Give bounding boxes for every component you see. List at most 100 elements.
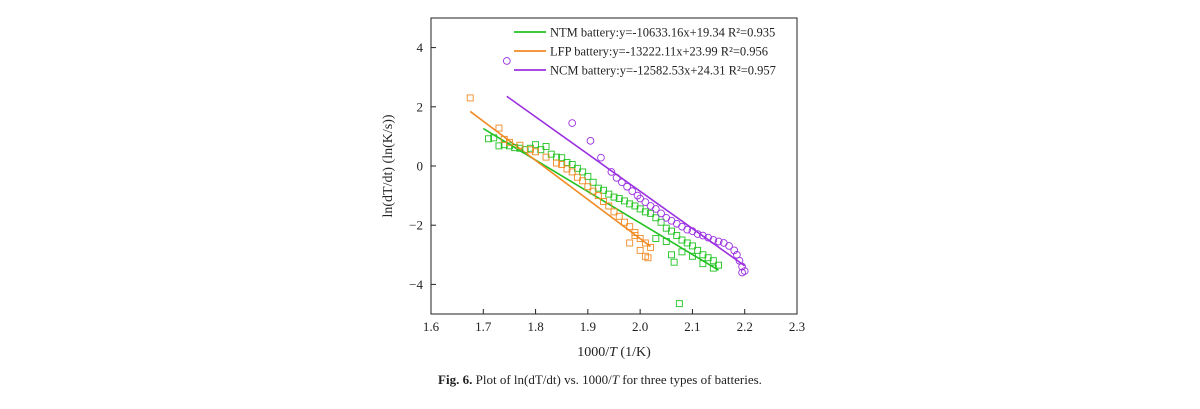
point-ntm (709, 264, 717, 272)
point-ncm (646, 202, 655, 210)
point-ntm (589, 178, 597, 186)
point-ntm (657, 218, 665, 226)
point-ncm (672, 219, 681, 228)
y-tick-label: 2 (417, 99, 424, 114)
point-ntm (542, 143, 550, 150)
point-ntm (647, 209, 655, 217)
point-ncm (651, 205, 660, 213)
point-ntm (600, 186, 607, 194)
point-ntm (668, 227, 675, 235)
point-lfp (532, 148, 540, 156)
point-ncm (617, 178, 626, 187)
point-ncm (628, 187, 637, 196)
point-lfp (647, 243, 655, 251)
x-tick-label: 2.1 (684, 319, 700, 334)
point-lfp (505, 138, 513, 146)
point-ntm (699, 260, 707, 268)
point-ncm (704, 233, 712, 242)
point-lfp (526, 146, 534, 154)
x-tick-label: 1.8 (527, 319, 543, 334)
data-points (466, 57, 749, 308)
y-tick-label: 4 (417, 40, 424, 55)
point-lfp (610, 208, 618, 216)
point-lfp (553, 159, 560, 167)
point-lfp (579, 177, 587, 185)
x-tick-label: 2.2 (737, 319, 753, 334)
point-ntm (709, 257, 717, 265)
x-tick-label: 1.7 (475, 319, 492, 334)
point-lfp (516, 141, 524, 149)
point-ncm (738, 268, 746, 277)
point-ncm (725, 242, 733, 250)
y-tick-label: −2 (409, 218, 423, 233)
point-ncm (502, 57, 511, 65)
point-ncm (693, 230, 702, 238)
point-lfp (594, 192, 602, 200)
point-ntm (495, 142, 503, 150)
point-ncm (667, 216, 676, 225)
point-lfp (626, 239, 634, 247)
point-ncm (699, 231, 707, 240)
caption-text-post: for three types of batteries. (618, 372, 762, 387)
point-ncm (714, 237, 723, 246)
point-ntm (668, 251, 675, 259)
point-ncm (641, 198, 650, 206)
point-ntm (652, 235, 660, 242)
point-ntm (563, 158, 571, 166)
point-ntm (579, 168, 587, 176)
point-ntm (652, 214, 660, 222)
legend: NTM battery:y=-10633.16x+19.34 R²=0.935 L… (514, 26, 776, 78)
legend-entry-ncm: NCM battery:y=-12582.53x+24.31 R²=0.957 (550, 64, 776, 78)
figure-caption: Fig. 6. Plot of ln(dT/dt) vs. 1000/T for… (0, 372, 1200, 388)
point-ntm (688, 252, 696, 260)
point-lfp (644, 254, 652, 262)
point-lfp (466, 94, 474, 102)
point-lfp (558, 161, 566, 168)
point-lfp (615, 212, 623, 220)
point-ncm (657, 209, 665, 218)
point-lfp (568, 168, 576, 176)
x-tick-label: 1.6 (423, 319, 440, 334)
point-ntm (662, 238, 670, 245)
point-ncm (597, 153, 605, 162)
point-ntm (558, 154, 566, 162)
y-tick-label: 0 (417, 159, 424, 174)
point-ncm (662, 213, 671, 222)
legend-entry-ntm: NTM battery:y=-10633.16x+19.34 R²=0.935 (550, 26, 775, 40)
point-ntm (615, 195, 623, 203)
fit-line-ncm (506, 95, 746, 267)
point-ncm (568, 119, 577, 127)
point-lfp (621, 218, 628, 226)
point-ncm (607, 168, 616, 176)
point-ntm (521, 146, 529, 154)
point-ncm (623, 182, 631, 191)
point-lfp (600, 198, 607, 205)
point-ntm (573, 164, 581, 172)
point-ntm (694, 246, 702, 254)
point-ntm (490, 134, 498, 142)
point-ntm (532, 141, 540, 149)
caption-text-var: T (611, 372, 619, 387)
point-lfp (589, 187, 597, 195)
fit-lines (469, 95, 746, 271)
x-tick-label: 2.0 (632, 319, 648, 334)
point-ntm (641, 208, 649, 216)
point-ntm (568, 161, 576, 168)
caption-label: Fig. 6. (438, 372, 473, 387)
point-lfp (542, 153, 550, 161)
point-lfp (573, 173, 581, 181)
point-ncm (586, 136, 595, 145)
point-ntm (675, 300, 683, 308)
axis-ticks: 1.6 1.7 1.8 1.9 2.0 2.1 2.2 2.3 −4 −2 0 2 4 (409, 40, 805, 334)
point-ntm (511, 144, 519, 152)
point-ntm (670, 258, 678, 266)
point-lfp (631, 232, 639, 240)
point-ntm (505, 142, 513, 150)
point-ncm (709, 236, 718, 244)
legend-entry-lfp: LFP battery:y=-13222.11x+23.99 R²=0.956 (550, 45, 768, 59)
y-tick-label: −4 (409, 277, 423, 292)
x-tick-label: 1.9 (580, 319, 596, 334)
point-ntm (500, 141, 508, 149)
point-lfp (584, 183, 592, 191)
point-ncm (612, 173, 621, 182)
